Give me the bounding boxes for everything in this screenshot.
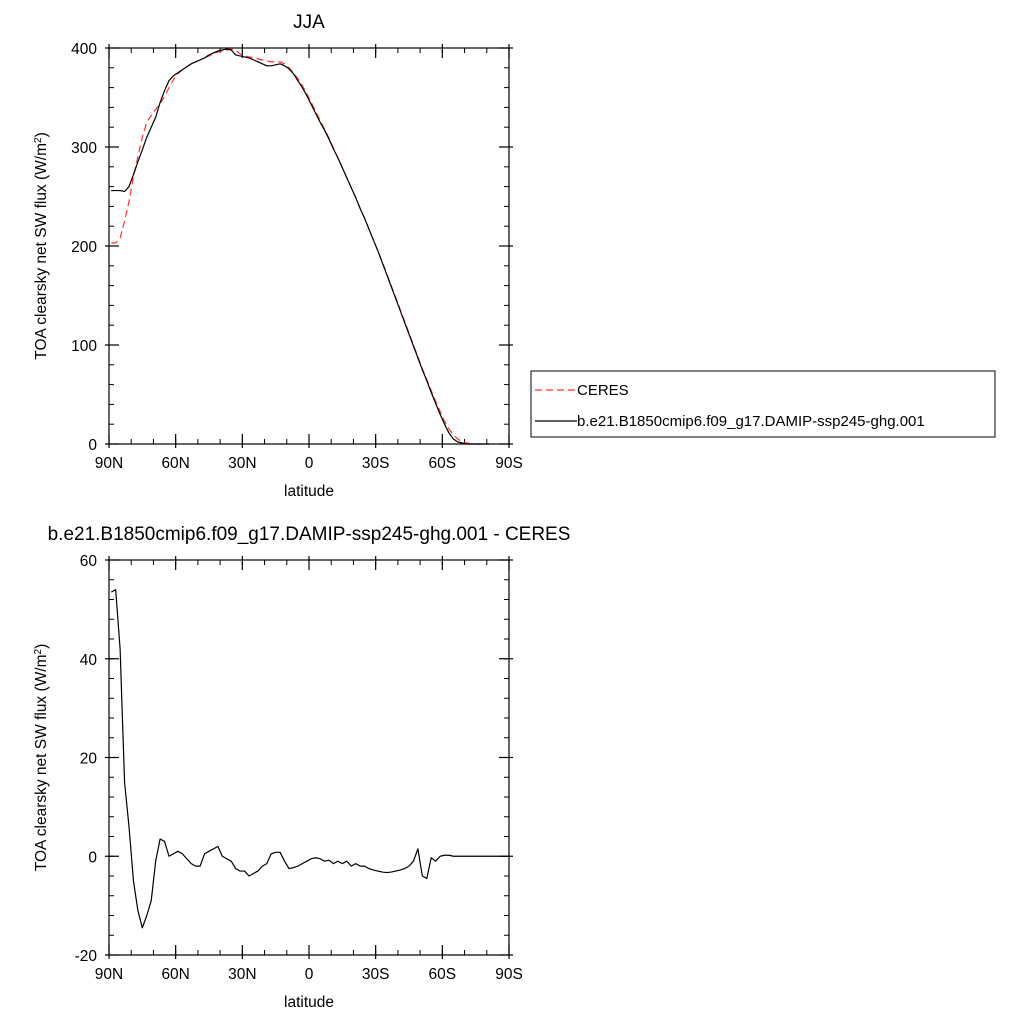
plot-frame [108, 559, 510, 956]
plot-frame [108, 47, 510, 445]
x-tick-label: 90N [95, 966, 123, 983]
x-axis-label: latitude [284, 994, 334, 1011]
chart-top-mean: JJA 90N 60N 30N 0 30S 60S 90S 0 100 200 300 400 latit… [33, 12, 996, 500]
x-tick-label: 90S [495, 966, 523, 983]
legend-box [530, 370, 996, 438]
x-tick-label: 90S [495, 455, 523, 472]
x-tick-label: 30N [228, 966, 256, 983]
legend-label-1: b.e21.B1850cmip6.f09_g17.DAMIP-ssp245-gh… [577, 413, 925, 430]
y-axis-label: TOA clearsky net SW flux (W/m2) [33, 644, 51, 872]
series-line-0 [111, 48, 489, 445]
chart-title: JJA [293, 12, 325, 33]
legend-label-0: CERES [577, 382, 629, 399]
x-tick-label: 30S [362, 455, 390, 472]
y-tick-label: 0 [88, 849, 97, 866]
series-line-1 [111, 48, 489, 445]
x-tick-label: 60N [161, 455, 189, 472]
x-tick-label: 90N [95, 455, 123, 472]
x-tick-label: 30S [362, 966, 390, 983]
legend: CERES b.e21.B1850cmip6.f09_g17.DAMIP-ssp2… [530, 370, 996, 438]
chart-title: b.e21.B1850cmip6.f09_g17.DAMIP-ssp245-gh… [48, 524, 571, 545]
y-tick-label: 300 [71, 140, 97, 157]
y-tick-label: 100 [71, 338, 97, 355]
chart-bottom-difference: b.e21.B1850cmip6.f09_g17.DAMIP-ssp245-gh… [33, 524, 571, 1011]
y-tick-label: 40 [80, 652, 98, 669]
y-tick-label: -20 [75, 948, 98, 965]
y-tick-label: 0 [88, 437, 97, 454]
series-line-0 [110, 589, 507, 929]
x-tick-label: 0 [305, 455, 314, 472]
x-axis-label: latitude [284, 483, 334, 500]
y-tick-label: 200 [71, 239, 97, 256]
y-tick-label: 400 [71, 41, 97, 58]
y-axis-label: TOA clearsky net SW flux (W/m2) [33, 132, 51, 360]
x-tick-label: 0 [305, 966, 314, 983]
y-tick-label: 20 [80, 751, 98, 768]
x-tick-label: 30N [228, 455, 256, 472]
x-tick-label: 60S [429, 966, 457, 983]
y-tick-label: 60 [80, 553, 98, 570]
x-tick-label: 60S [429, 455, 457, 472]
x-tick-label: 60N [161, 966, 189, 983]
